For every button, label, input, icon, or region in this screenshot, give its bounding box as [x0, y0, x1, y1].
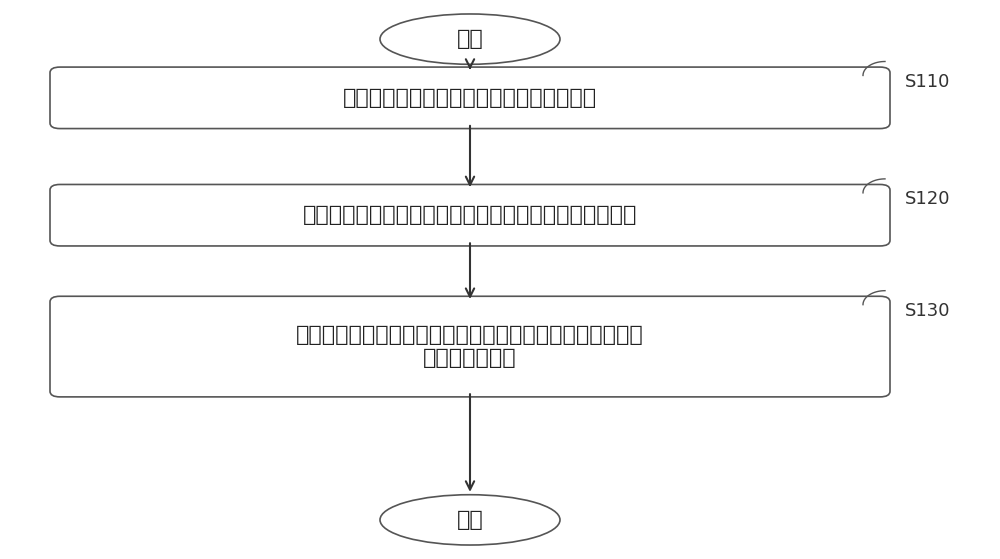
- Text: 多个传感器分别将采样信号发送给计算设备: 多个传感器分别将采样信号发送给计算设备: [343, 88, 597, 108]
- Text: 计算设备利用频谱差值法对接收的采样信号进行幅频补偿: 计算设备利用频谱差值法对接收的采样信号进行幅频补偿: [303, 205, 637, 225]
- Text: 计算设备对幅频补偿后的采样信号进行时域补偿，以实现采
样信号时域同步: 计算设备对幅频补偿后的采样信号进行时域补偿，以实现采 样信号时域同步: [296, 325, 644, 368]
- Text: 结束: 结束: [457, 510, 483, 530]
- Text: S130: S130: [905, 302, 950, 320]
- Text: 开始: 开始: [457, 29, 483, 49]
- Ellipse shape: [380, 14, 560, 64]
- FancyBboxPatch shape: [50, 67, 890, 129]
- FancyBboxPatch shape: [50, 296, 890, 397]
- FancyBboxPatch shape: [50, 184, 890, 246]
- Text: S120: S120: [905, 190, 950, 208]
- Text: S110: S110: [905, 73, 950, 91]
- Ellipse shape: [380, 495, 560, 545]
